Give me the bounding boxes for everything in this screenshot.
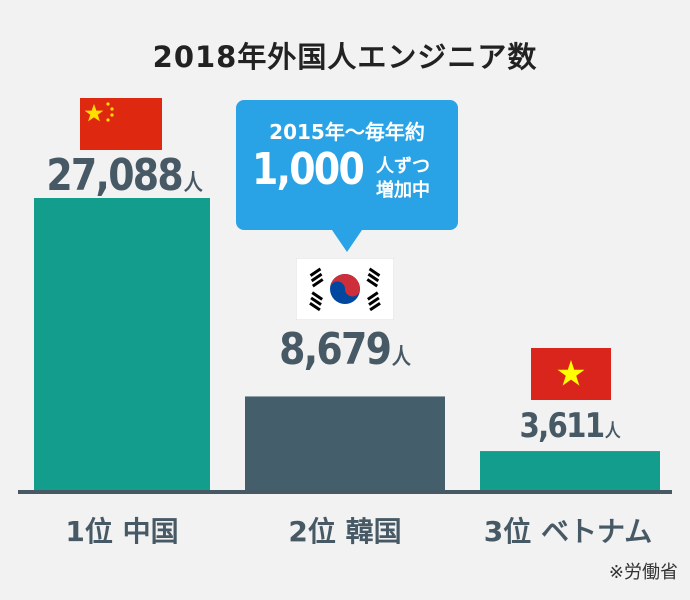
value-unit: 人 xyxy=(183,171,203,196)
vietnam-flag-icon xyxy=(531,348,611,400)
callout-line1: 2015年〜毎年約 xyxy=(269,120,425,144)
x-axis-line xyxy=(18,490,672,494)
value-unit: 人 xyxy=(391,345,411,370)
value-number: 3,611 xyxy=(519,406,605,446)
chart-title: 2018年外国人エンジニア数 xyxy=(152,40,538,74)
value-label-vietnam: 3,611人 xyxy=(493,406,648,446)
growth-callout: 2015年〜毎年約 1,000 人ずつ 増加中 xyxy=(236,100,458,252)
value-number: 27,088 xyxy=(46,150,183,201)
callout-unit: 人ずつ xyxy=(376,156,430,177)
source-note: ※労働省 xyxy=(608,562,678,583)
korea-flag-icon xyxy=(296,258,394,320)
china-flag-icon xyxy=(80,98,162,150)
callout-number: 1,000 xyxy=(252,144,365,195)
category-label-korea: 2位 韓国 xyxy=(288,515,402,548)
bar-korea xyxy=(245,396,445,490)
value-label-korea: 8,679人 xyxy=(259,324,431,375)
bar-china xyxy=(34,198,210,490)
value-label-china: 27,088人 xyxy=(46,150,202,201)
callout-suffix: 増加中 xyxy=(376,180,430,201)
category-label-china: 1位 中国 xyxy=(65,515,179,548)
value-unit: 人 xyxy=(605,421,621,442)
value-number: 8,679 xyxy=(279,324,392,375)
category-label-vietnam: 3位 ベトナム xyxy=(483,515,653,548)
bar-vietnam xyxy=(480,451,660,490)
